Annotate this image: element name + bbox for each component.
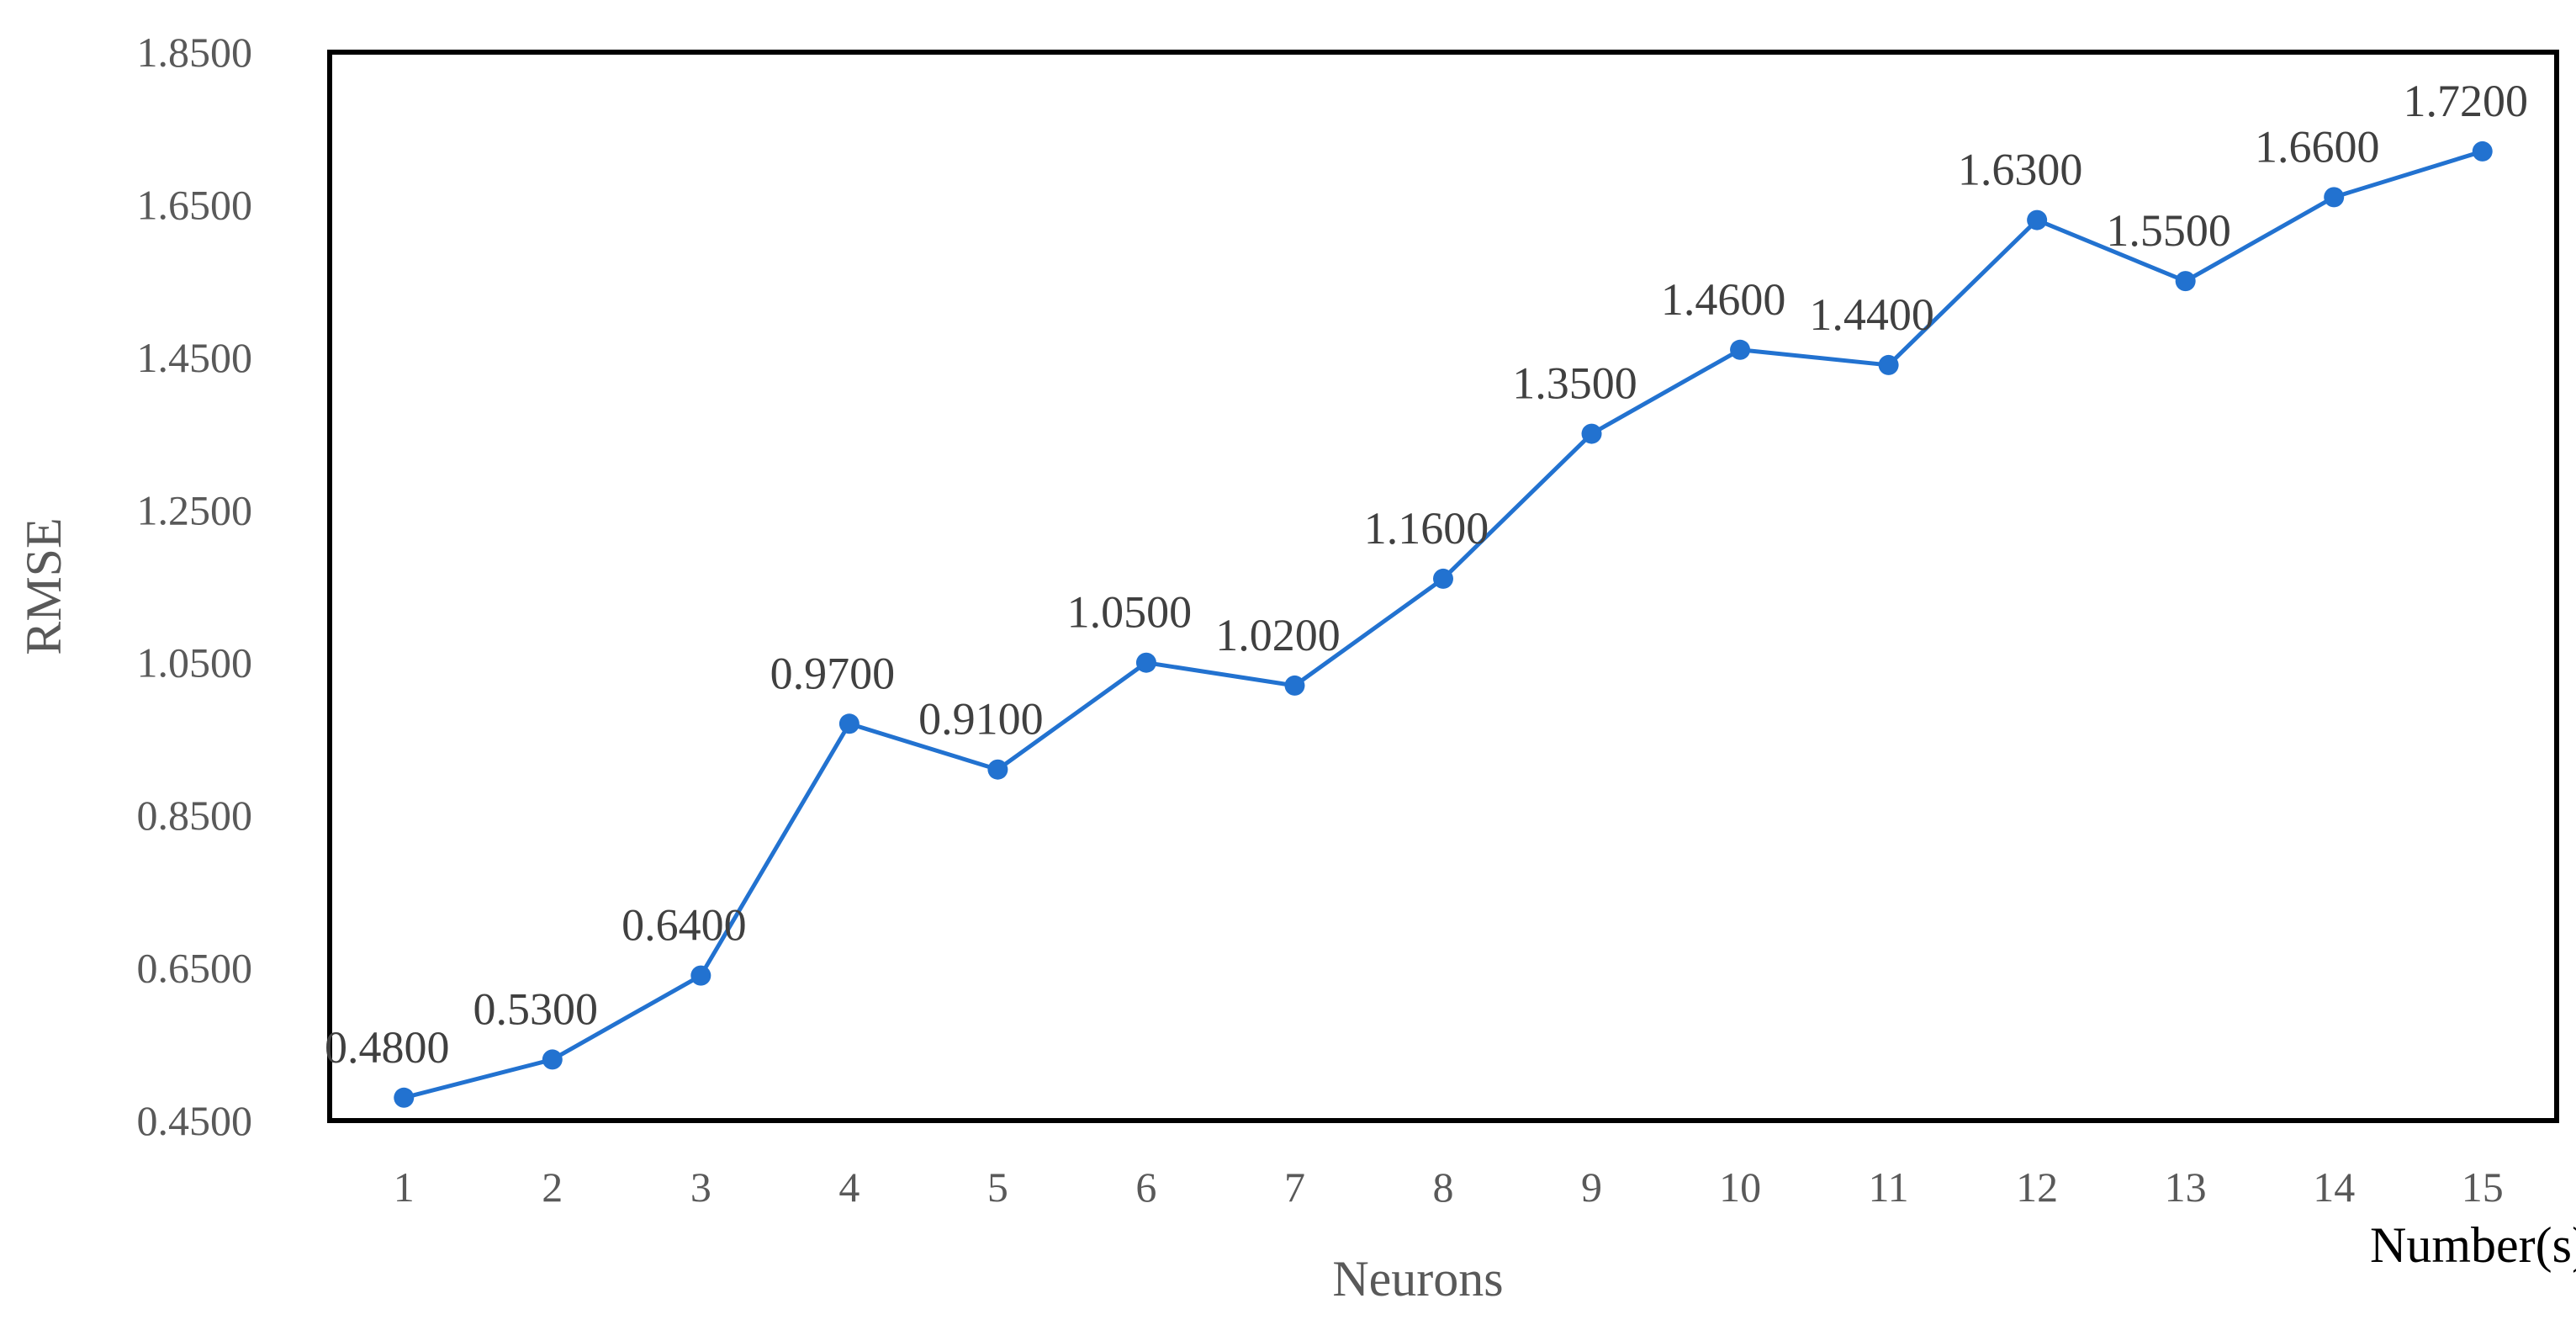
- x-axis-unit-label: Number(s): [2370, 1217, 2576, 1273]
- x-tick-label: 4: [838, 1163, 860, 1211]
- data-point: [1730, 339, 1751, 360]
- data-labels: 0.4800 0.5300 0.6400 0.9700 0.9100 1.0500 1.02…: [325, 76, 2528, 1073]
- data-point: [1878, 354, 1899, 375]
- data-label: 1.6600: [2255, 121, 2380, 172]
- x-tick-label: 14: [2313, 1163, 2355, 1211]
- data-point: [2324, 187, 2345, 208]
- data-label: 1.4400: [1809, 289, 1934, 340]
- data-point: [542, 1049, 563, 1070]
- y-tick-label: 1.8500: [137, 29, 253, 76]
- series-line: [403, 149, 2483, 1100]
- data-label: 1.4600: [1661, 274, 1786, 325]
- data-points: [394, 140, 2493, 1108]
- x-axis-ticks: 1 2 3 4 5 6 7 8 9 10 11 12 13 14 15: [394, 1163, 2504, 1211]
- y-tick-label: 1.6500: [137, 181, 253, 228]
- x-tick-label: 2: [542, 1163, 563, 1211]
- data-point: [1284, 675, 1305, 696]
- y-tick-label: 0.6500: [137, 945, 253, 992]
- x-tick-label: 9: [1581, 1163, 1602, 1211]
- y-tick-label: 1.4500: [137, 334, 253, 381]
- data-label: 1.3500: [1512, 358, 1637, 409]
- data-point: [2175, 271, 2196, 292]
- y-tick-label: 0.4500: [137, 1097, 253, 1144]
- plot-frame: [327, 50, 2559, 1123]
- data-label: 0.9700: [770, 648, 896, 698]
- x-tick-label: 11: [1869, 1163, 1909, 1211]
- x-tick-label: 5: [987, 1163, 1008, 1211]
- data-label: 1.1600: [1364, 503, 1489, 554]
- y-tick-label: 1.0500: [137, 639, 253, 686]
- y-tick-label: 0.8500: [137, 792, 253, 839]
- data-label: 1.7200: [2403, 76, 2528, 126]
- data-point: [2472, 140, 2493, 162]
- y-axis-ticks: 0.4500 0.6500 0.8500 1.0500 1.2500 1.4500 1.65…: [137, 29, 253, 1144]
- data-point: [1135, 652, 1156, 673]
- data-label: 1.5500: [2106, 205, 2231, 256]
- x-tick-label: 15: [2462, 1163, 2504, 1211]
- x-tick-label: 6: [1135, 1163, 1156, 1211]
- data-label: 0.5300: [473, 983, 599, 1034]
- y-tick-label: 1.2500: [137, 486, 253, 533]
- data-point: [2027, 209, 2048, 231]
- data-point: [987, 759, 1008, 780]
- data-label: 1.0200: [1215, 610, 1341, 660]
- x-tick-label: 13: [2165, 1163, 2207, 1211]
- x-tick-label: 10: [1719, 1163, 1761, 1211]
- x-tick-label: 7: [1284, 1163, 1305, 1211]
- x-tick-label: 3: [690, 1163, 711, 1211]
- data-point: [690, 965, 711, 986]
- data-point: [1433, 568, 1453, 589]
- x-tick-label: 1: [394, 1163, 415, 1211]
- data-label: 0.6400: [622, 900, 747, 951]
- y-axis-title: RMSE: [16, 517, 71, 655]
- x-tick-label: 8: [1433, 1163, 1454, 1211]
- x-tick-label: 12: [2016, 1163, 2058, 1211]
- x-axis-title: Neurons: [1332, 1251, 1503, 1306]
- data-point: [394, 1087, 415, 1108]
- data-label: 1.0500: [1067, 587, 1193, 638]
- data-label: 0.4800: [325, 1022, 450, 1073]
- data-point: [838, 713, 860, 734]
- data-label: 0.9100: [918, 694, 1044, 745]
- data-label: 1.6300: [1958, 145, 2083, 195]
- data-point: [1581, 423, 1602, 444]
